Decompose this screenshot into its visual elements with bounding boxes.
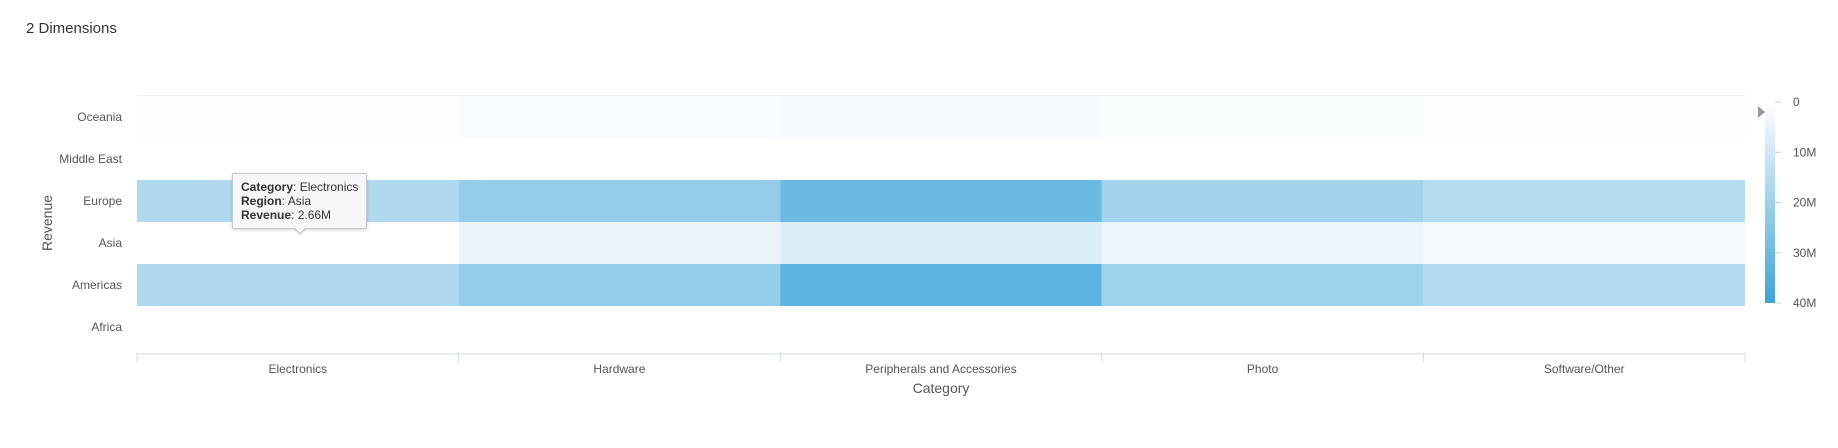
tooltip-pointer (293, 227, 307, 235)
tooltip-revenue-value: 2.66M (297, 208, 332, 222)
y-tick-label: Americas (72, 278, 122, 292)
tooltip-region-label: Region (241, 194, 282, 208)
heat-cell-europe-hardware[interactable] (458, 180, 781, 222)
heat-cell-asia-peripherals-and-accessories[interactable] (780, 222, 1102, 264)
tooltip-region-row: Region: Asia (241, 194, 312, 208)
heat-cell-oceania-software-other[interactable] (1423, 96, 1745, 138)
x-tick-label: Photo (1247, 362, 1279, 376)
heat-cell-europe-photo[interactable] (1101, 180, 1424, 222)
heat-cell-americas-hardware[interactable] (458, 264, 781, 306)
y-tick-label: Europe (83, 194, 122, 208)
heat-cell-asia-software-other[interactable] (1423, 222, 1745, 264)
legend-tick-label: 40M (1793, 296, 1816, 310)
y-tick-label: Africa (91, 320, 122, 334)
page-title: 2 Dimensions (26, 20, 117, 37)
heat-cell-africa-photo[interactable] (1101, 306, 1424, 348)
tooltip-category-value: Electronics (299, 180, 359, 194)
legend-tick-label: 30M (1793, 246, 1816, 260)
heat-cell-middle-east-peripherals-and-accessories[interactable] (780, 138, 1102, 180)
heat-cell-oceania-photo[interactable] (1101, 96, 1424, 138)
chart-tooltip: Category: Electronics Region: Asia Reven… (232, 173, 368, 235)
heat-cell-africa-software-other[interactable] (1423, 306, 1745, 348)
heat-cell-oceania-electronics[interactable] (137, 96, 459, 138)
x-tick-label: Software/Other (1544, 362, 1625, 376)
legend-marker-icon (1758, 106, 1765, 118)
tooltip-region-value: Asia (287, 194, 312, 208)
tooltip-revenue-label: Revenue (241, 208, 292, 222)
color-legend-bar (1765, 102, 1775, 303)
tooltip-category-row: Category: Electronics (241, 180, 359, 194)
x-axis-title: Category (913, 380, 970, 396)
legend-tick-label: 20M (1793, 196, 1816, 210)
heat-cell-oceania-hardware[interactable] (458, 96, 781, 138)
y-tick-label: Oceania (77, 110, 122, 124)
heat-cell-americas-software-other[interactable] (1423, 264, 1745, 306)
heat-cell-americas-electronics[interactable] (137, 264, 459, 306)
y-axis-title: Revenue (39, 195, 55, 251)
heat-cell-asia-hardware[interactable] (458, 222, 781, 264)
heat-cell-middle-east-photo[interactable] (1101, 138, 1424, 180)
x-tick-label: Hardware (593, 362, 645, 376)
heat-cell-asia-photo[interactable] (1101, 222, 1424, 264)
x-tick-label: Electronics (268, 362, 327, 376)
heat-cell-middle-east-software-other[interactable] (1423, 138, 1745, 180)
x-tick-label: Peripherals and Accessories (865, 362, 1016, 376)
heat-cell-africa-hardware[interactable] (458, 306, 781, 348)
heat-cell-americas-photo[interactable] (1101, 264, 1424, 306)
heat-cell-africa-peripherals-and-accessories[interactable] (780, 306, 1102, 348)
heat-cell-americas-peripherals-and-accessories[interactable] (780, 264, 1102, 306)
y-tick-label: Asia (99, 236, 123, 250)
tooltip-category-label: Category (241, 180, 294, 194)
heat-cell-middle-east-hardware[interactable] (458, 138, 781, 180)
y-tick-label: Middle East (59, 152, 122, 166)
legend-tick-label: 10M (1793, 145, 1816, 159)
heat-cell-europe-software-other[interactable] (1423, 180, 1745, 222)
heat-cell-africa-electronics[interactable] (137, 306, 459, 348)
heat-cell-europe-peripherals-and-accessories[interactable] (780, 180, 1102, 222)
tooltip-revenue-row: Revenue: 2.66M (241, 208, 332, 222)
heat-cell-oceania-peripherals-and-accessories[interactable] (780, 96, 1102, 138)
legend-tick-label: 0 (1793, 95, 1800, 109)
